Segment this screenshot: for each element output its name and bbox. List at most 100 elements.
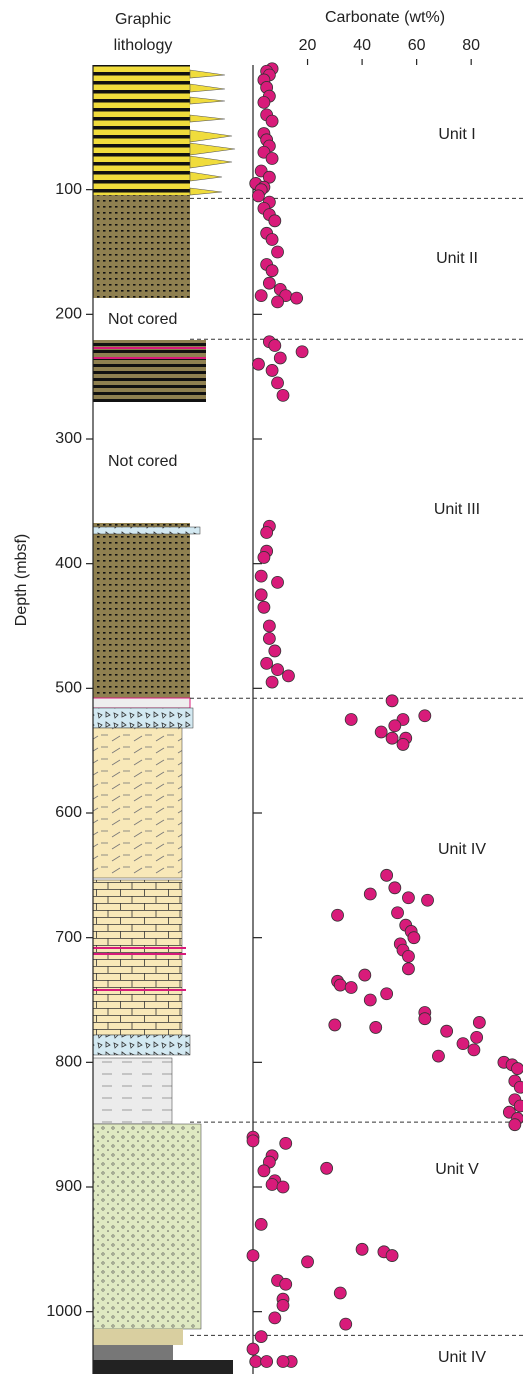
data-point — [457, 1038, 469, 1050]
x-axis-label: Carbonate (wt%) — [325, 9, 445, 26]
data-point — [345, 714, 357, 726]
data-point — [274, 352, 286, 364]
data-point — [441, 1025, 453, 1037]
data-point — [514, 1081, 523, 1093]
data-point — [514, 1100, 523, 1112]
data-point — [277, 389, 289, 401]
data-point — [419, 1013, 431, 1025]
data-point — [272, 576, 284, 588]
data-point — [334, 1287, 346, 1299]
data-point — [263, 277, 275, 289]
data-point — [266, 115, 278, 127]
lithology-unit — [93, 1035, 190, 1055]
data-point — [269, 1312, 281, 1324]
data-point — [258, 96, 270, 108]
lithology-unit — [93, 527, 200, 534]
data-point — [261, 1356, 273, 1368]
data-point — [277, 1181, 289, 1193]
data-point — [321, 1162, 333, 1174]
data-point — [332, 909, 344, 921]
y-tick-label: 300 — [55, 430, 82, 447]
data-point — [422, 894, 434, 906]
data-point — [397, 738, 409, 750]
unit-label: Unit I — [438, 126, 475, 143]
lithology-unit — [93, 195, 190, 298]
data-point — [277, 1299, 289, 1311]
lithology-unit — [93, 1058, 172, 1124]
data-point — [266, 265, 278, 277]
lithology-unit — [93, 1360, 233, 1374]
data-point — [277, 1356, 289, 1368]
data-point — [247, 1135, 259, 1147]
y-tick-label: 900 — [55, 1178, 82, 1195]
data-point — [386, 732, 398, 744]
data-point — [255, 589, 267, 601]
data-point — [402, 963, 414, 975]
data-point — [370, 1021, 382, 1033]
lithology-header: lithology — [114, 37, 173, 54]
data-point — [261, 527, 273, 539]
data-point — [381, 869, 393, 881]
data-point — [364, 994, 376, 1006]
data-point — [334, 979, 346, 991]
data-point — [280, 1137, 292, 1149]
data-point — [266, 676, 278, 688]
y-tick-label: 200 — [55, 306, 82, 323]
chart: Graphic lithology Carbonate (wt%) Depth … — [0, 0, 523, 1374]
lithology-unit — [93, 340, 206, 402]
data-point — [389, 882, 401, 894]
data-point — [280, 1278, 292, 1290]
data-point — [252, 190, 264, 202]
data-point — [329, 1019, 341, 1031]
data-point — [340, 1318, 352, 1330]
data-point — [282, 670, 294, 682]
data-point — [247, 1250, 259, 1262]
not-cored-label: Not cored — [108, 453, 177, 470]
y-tick-label: 800 — [55, 1054, 82, 1071]
data-point — [291, 292, 303, 304]
data-point — [266, 1179, 278, 1191]
data-point — [392, 907, 404, 919]
data-point — [471, 1031, 483, 1043]
data-point — [261, 657, 273, 669]
data-point — [468, 1044, 480, 1056]
data-point — [359, 969, 371, 981]
data-point — [512, 1063, 523, 1075]
data-point — [266, 153, 278, 165]
data-point — [272, 377, 284, 389]
x-tick-label: 20 — [299, 37, 317, 54]
data-point — [432, 1050, 444, 1062]
data-point — [402, 892, 414, 904]
data-point — [386, 1250, 398, 1262]
lithology-unit — [93, 1124, 201, 1329]
y-tick-label: 500 — [55, 680, 82, 697]
data-point — [255, 1218, 267, 1230]
data-point — [266, 234, 278, 246]
y-tick-label: 400 — [55, 555, 82, 572]
lithology-unit — [93, 698, 190, 708]
data-point — [345, 982, 357, 994]
data-point — [252, 358, 264, 370]
data-point — [258, 1165, 270, 1177]
data-point — [269, 215, 281, 227]
data-point — [263, 620, 275, 632]
not-cored-label: Not cored — [108, 311, 177, 328]
data-point — [302, 1256, 314, 1268]
lithology-unit — [93, 1329, 183, 1345]
data-point — [272, 664, 284, 676]
y-axis-label: Depth (mbsf) — [13, 534, 30, 626]
lithology-unit — [93, 523, 190, 698]
lithology-flags — [190, 70, 235, 195]
data-point — [258, 601, 270, 613]
data-point — [389, 720, 401, 732]
lithology-unit — [93, 880, 182, 1035]
data-point — [255, 1331, 267, 1343]
data-point — [402, 950, 414, 962]
data-point — [255, 290, 267, 302]
data-point — [509, 1119, 521, 1131]
data-point — [473, 1016, 485, 1028]
data-point — [255, 570, 267, 582]
y-tick-label: 1000 — [46, 1303, 82, 1320]
data-point — [266, 364, 278, 376]
y-tick-label: 700 — [55, 929, 82, 946]
